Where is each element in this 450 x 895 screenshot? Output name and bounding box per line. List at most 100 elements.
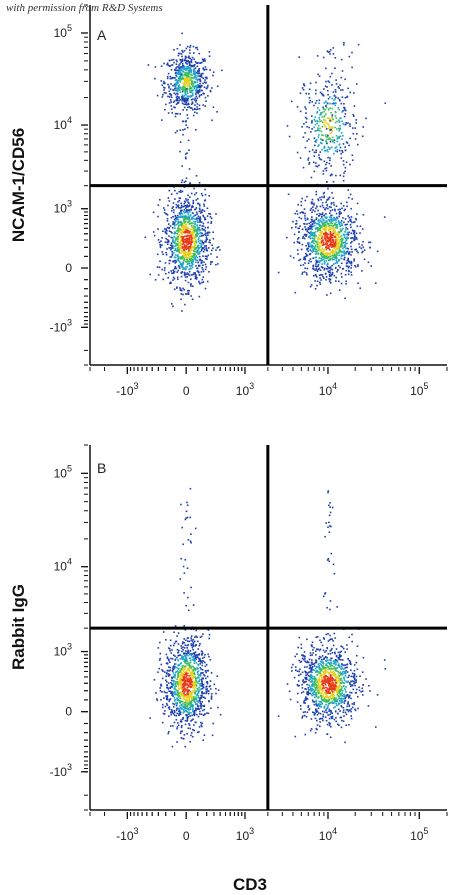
- data-point: [160, 80, 163, 82]
- data-point: [183, 84, 185, 87]
- data-point: [175, 718, 178, 721]
- data-point: [207, 670, 209, 672]
- data-point: [185, 657, 188, 659]
- data-point: [332, 250, 335, 252]
- data-point: [184, 246, 187, 249]
- data-point: [179, 287, 181, 289]
- data-point: [186, 210, 188, 212]
- data-point: [178, 245, 180, 248]
- data-point: [302, 264, 305, 266]
- data-point: [188, 289, 190, 292]
- data-point: [192, 686, 195, 689]
- data-point: [332, 118, 334, 120]
- data-point: [340, 212, 342, 214]
- data-point: [313, 234, 315, 236]
- data-point: [332, 253, 334, 255]
- data-point: [335, 256, 337, 259]
- data-point: [315, 692, 318, 695]
- data-point: [307, 247, 309, 250]
- data-point: [307, 262, 310, 264]
- data-point: [175, 670, 178, 673]
- data-point: [186, 88, 189, 90]
- data-point: [340, 76, 343, 79]
- data-point: [183, 258, 186, 261]
- data-point: [205, 234, 207, 236]
- data-point: [192, 45, 195, 48]
- data-point: [201, 662, 204, 664]
- data-point: [311, 246, 313, 249]
- data-point: [175, 206, 178, 209]
- data-point: [168, 235, 170, 237]
- data-point: [177, 651, 180, 654]
- data-point: [169, 244, 172, 246]
- data-point: [335, 174, 337, 177]
- data-point: [192, 604, 195, 606]
- data-point: [159, 641, 161, 644]
- data-point: [196, 668, 198, 670]
- data-point: [348, 261, 351, 264]
- data-point: [190, 675, 193, 677]
- data-point: [359, 287, 361, 289]
- data-point: [192, 77, 194, 79]
- data-point: [342, 707, 345, 709]
- data-point: [181, 264, 183, 267]
- data-point: [174, 240, 176, 243]
- data-point: [312, 247, 315, 250]
- data-point: [312, 711, 314, 713]
- data-point: [180, 703, 183, 706]
- data-point: [179, 701, 181, 703]
- data-point: [334, 121, 337, 124]
- data-point: [175, 709, 178, 712]
- data-point: [195, 261, 197, 264]
- data-point: [326, 117, 329, 119]
- data-point: [369, 246, 371, 249]
- data-point: [317, 136, 320, 138]
- data-point: [170, 711, 173, 713]
- data-point: [347, 267, 350, 269]
- data-point: [349, 218, 352, 221]
- data-point: [302, 212, 304, 214]
- data-point: [193, 236, 196, 238]
- data-point: [347, 681, 349, 683]
- data-point: [314, 120, 317, 122]
- data-point: [316, 111, 319, 113]
- data-point: [313, 235, 316, 238]
- data-point: [189, 715, 191, 717]
- data-point: [196, 713, 198, 716]
- data-point: [305, 92, 307, 95]
- data-point: [196, 84, 199, 87]
- data-point: [342, 673, 344, 675]
- data-point: [309, 82, 312, 85]
- data-point: [178, 708, 181, 710]
- data-point: [179, 58, 181, 61]
- data-point: [329, 278, 332, 281]
- data-point: [326, 102, 329, 105]
- data-point: [320, 266, 323, 268]
- data-point: [311, 679, 313, 682]
- data-point: [184, 78, 186, 80]
- data-point: [192, 708, 194, 711]
- data-point: [338, 223, 341, 226]
- data-point: [313, 237, 316, 240]
- data-point: [194, 273, 196, 276]
- data-point: [191, 216, 193, 219]
- data-point: [315, 265, 318, 268]
- data-point: [198, 89, 201, 91]
- data-point: [188, 106, 191, 108]
- data-point: [193, 657, 196, 660]
- data-point: [182, 96, 185, 98]
- data-point: [187, 293, 190, 295]
- data-point: [298, 227, 300, 230]
- data-point: [317, 199, 320, 202]
- data-point: [330, 243, 333, 246]
- data-point: [319, 127, 321, 130]
- data-point: [314, 123, 317, 126]
- data-point: [334, 254, 336, 257]
- data-point: [182, 227, 185, 230]
- data-point: [216, 111, 218, 113]
- data-point: [186, 126, 189, 129]
- data-point: [198, 255, 201, 258]
- data-point: [325, 267, 328, 270]
- data-point: [315, 228, 317, 230]
- data-point: [310, 260, 312, 263]
